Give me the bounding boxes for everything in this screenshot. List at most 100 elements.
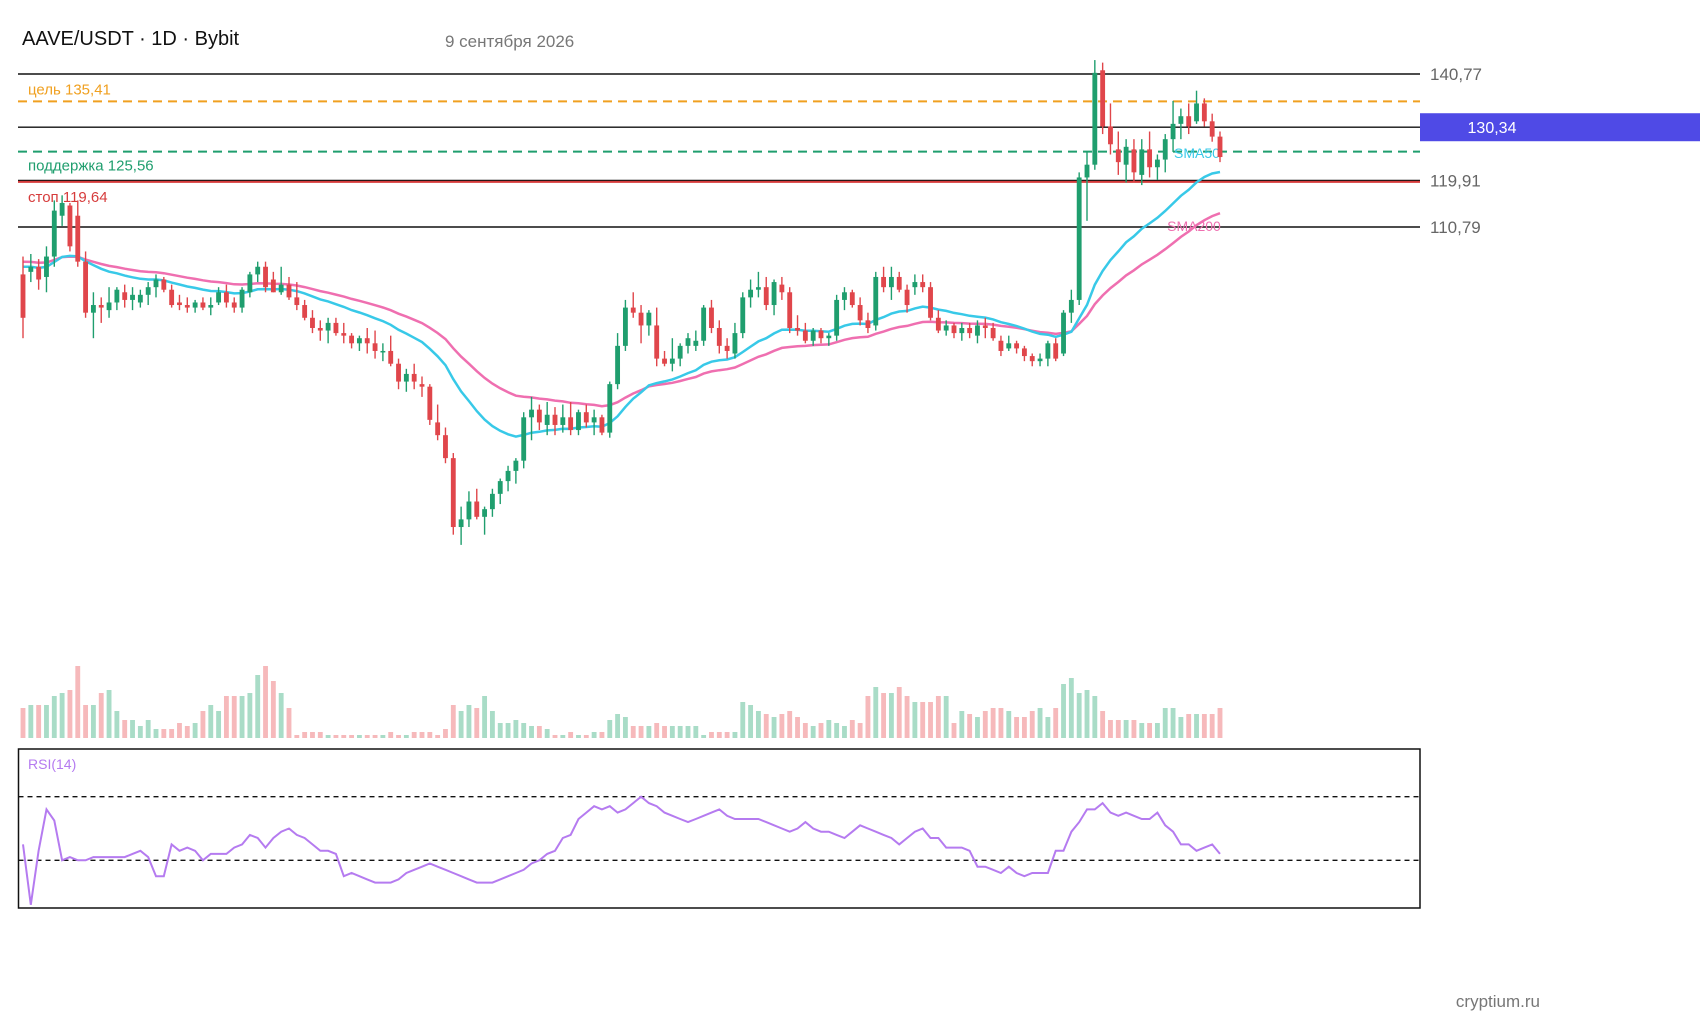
- volume-bar: [67, 690, 73, 738]
- volume-bar: [1084, 690, 1090, 738]
- volume-bar: [184, 726, 190, 738]
- volume-bar: [122, 720, 128, 738]
- volume-bar: [521, 723, 527, 738]
- candle-body: [818, 330, 824, 339]
- candle-body: [1084, 164, 1090, 178]
- candle-body: [1131, 149, 1137, 173]
- volume-bar: [654, 723, 660, 738]
- volume-bar: [20, 708, 26, 738]
- candle-body: [888, 276, 894, 288]
- candle-body: [310, 317, 315, 328]
- stop-level-label: стоп 119,64: [28, 189, 108, 206]
- candle-body: [427, 386, 433, 420]
- volume-bar: [1139, 723, 1145, 738]
- volume-bar: [443, 729, 448, 738]
- source-watermark[interactable]: cryptium.ru: [1455, 992, 1540, 1011]
- candle-body: [36, 266, 42, 280]
- candle-body: [959, 327, 965, 334]
- candle-body: [873, 276, 879, 326]
- volume-bar: [701, 735, 707, 738]
- candle-body: [208, 305, 214, 308]
- candle-body: [419, 384, 425, 387]
- candle-body: [669, 358, 675, 364]
- candle-body: [662, 358, 667, 364]
- candle-body: [1147, 149, 1153, 168]
- candle-body: [529, 409, 534, 418]
- candle-body: [28, 266, 34, 272]
- candle-body: [842, 292, 847, 300]
- candle-body: [685, 338, 691, 346]
- candle-body: [505, 470, 511, 482]
- volume-bar: [1021, 717, 1027, 738]
- volume-bar: [646, 726, 652, 738]
- volume-bar: [1108, 720, 1113, 738]
- candle-body: [1201, 103, 1207, 122]
- volume-bar: [497, 723, 503, 738]
- candle-body: [106, 302, 112, 311]
- candle-body: [1108, 126, 1113, 145]
- candle-body: [114, 289, 120, 303]
- candle-body: [998, 340, 1004, 351]
- volume-bar: [419, 732, 425, 738]
- candle-body: [599, 417, 605, 433]
- volume-bar: [325, 735, 331, 738]
- volume-bar: [959, 711, 965, 738]
- candlesticks: [20, 60, 1223, 545]
- candle-body: [169, 289, 175, 306]
- volume-bar: [396, 735, 401, 738]
- candle-body: [544, 414, 550, 425]
- volume-bar: [1186, 714, 1192, 738]
- volume-bar: [857, 723, 863, 738]
- current-price-label: 130,34: [1468, 120, 1517, 137]
- volume-bar: [1115, 720, 1121, 738]
- candle-body: [552, 414, 558, 425]
- candle-body: [521, 417, 527, 461]
- candle-body: [654, 325, 660, 359]
- candle-body: [161, 279, 167, 290]
- volume-bar: [310, 732, 315, 738]
- volume-bar: [748, 705, 754, 738]
- rsi-panel[interactable]: RSI(14): [17, 748, 1421, 909]
- candle-body: [716, 327, 722, 346]
- candle-body: [1092, 72, 1098, 165]
- candle-body: [1061, 312, 1066, 354]
- candle-body: [1139, 149, 1145, 175]
- volume-bar: [709, 732, 714, 738]
- volume-bar: [317, 732, 323, 738]
- volume-bar: [568, 732, 574, 738]
- candle-body: [388, 350, 394, 364]
- candle-body: [489, 493, 495, 510]
- volume-bar: [1201, 714, 1207, 738]
- volume-bar: [44, 705, 49, 738]
- volume-bar: [1053, 708, 1059, 738]
- volume-bar: [1045, 717, 1051, 738]
- volume-bar: [1154, 723, 1160, 738]
- volume-bar: [912, 702, 918, 738]
- volume-bar: [536, 726, 542, 738]
- candle-body: [1006, 343, 1012, 349]
- volume-bar: [716, 732, 722, 738]
- candle-body: [724, 345, 730, 351]
- candle-body: [75, 215, 81, 262]
- volume-bar: [263, 666, 268, 738]
- candle-body: [411, 373, 417, 382]
- candle-body: [137, 294, 143, 303]
- volume-bar: [998, 708, 1004, 738]
- volume-bar: [231, 696, 237, 738]
- volume-bar: [920, 702, 926, 738]
- candle-body: [1154, 159, 1160, 168]
- chart-title: AAVE/USDT · 1D · Bybit: [22, 28, 240, 50]
- target-level-label: цель 135,41: [28, 81, 111, 98]
- candle-body: [177, 302, 182, 306]
- volume-bar: [98, 693, 104, 738]
- volume-bar: [943, 696, 949, 738]
- candle-body: [1100, 70, 1106, 127]
- candle-body: [200, 302, 206, 308]
- volume-bar: [763, 714, 769, 738]
- volume-bar: [286, 708, 292, 738]
- candle-body: [396, 363, 401, 382]
- volume-bar: [607, 720, 613, 738]
- moving-averages: SMA50 SMA200: [22, 145, 1221, 438]
- candle-body: [881, 276, 887, 288]
